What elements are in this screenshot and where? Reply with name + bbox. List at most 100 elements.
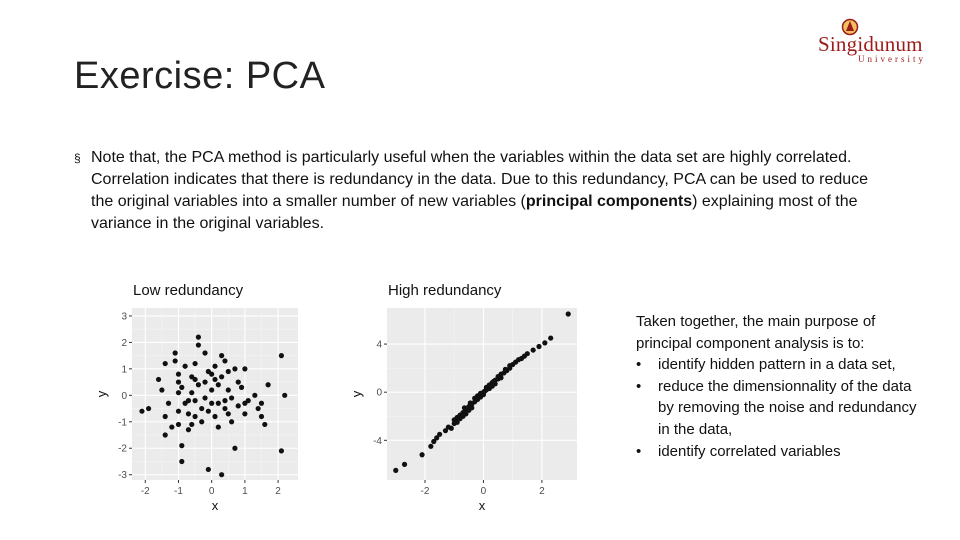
logo-name: Singidunum: [818, 32, 923, 56]
data-point: [219, 472, 225, 478]
data-point: [146, 405, 152, 412]
plot-panel: [132, 308, 298, 480]
x-tick-label: 0: [209, 486, 215, 497]
data-point: [215, 400, 221, 406]
data-point: [434, 435, 440, 441]
paragraph-bold-term: principal components: [525, 193, 693, 210]
x-tick-label: -1: [174, 486, 183, 497]
data-point: [229, 395, 235, 401]
x-tick-label: 0: [481, 486, 487, 497]
data-point: [502, 366, 508, 372]
summary-item-text: reduce the dimensionnality of the data b…: [658, 377, 917, 438]
data-point: [258, 413, 265, 420]
summary-list: • identify hidden pattern in a data set, …: [636, 354, 926, 462]
y-axis-label: y: [349, 390, 364, 397]
data-point: [219, 374, 225, 380]
data-point: [162, 432, 168, 438]
data-point: [222, 358, 228, 364]
data-point: [454, 419, 460, 425]
data-point: [448, 425, 454, 431]
data-point: [192, 413, 198, 420]
data-point: [282, 392, 288, 398]
y-tick-label: -2: [118, 444, 127, 455]
data-point: [565, 311, 571, 317]
data-point: [252, 392, 258, 398]
data-point: [536, 343, 542, 350]
data-point: [212, 363, 218, 369]
data-point: [225, 387, 231, 393]
data-point: [229, 419, 235, 425]
summary-item: • identify correlated variables: [636, 442, 841, 460]
plot-title-high: High redundancy: [388, 282, 502, 299]
data-point: [199, 419, 205, 425]
data-point: [169, 424, 175, 430]
data-point: [491, 378, 497, 384]
data-point: [278, 353, 284, 359]
y-tick-label: 0: [376, 388, 382, 399]
data-point: [179, 458, 185, 465]
x-tick-label: 1: [242, 486, 248, 497]
data-point: [175, 379, 182, 385]
data-point: [548, 335, 554, 341]
data-point: [185, 411, 192, 417]
data-point: [225, 411, 231, 417]
data-point: [192, 376, 198, 383]
data-point: [172, 350, 178, 356]
data-point: [212, 376, 218, 383]
data-point: [202, 395, 208, 401]
university-logo: Singidunum University: [818, 18, 936, 64]
data-point: [428, 443, 434, 449]
data-point: [165, 400, 172, 406]
logo-subtitle: University: [858, 54, 926, 64]
y-tick-label: -4: [373, 436, 382, 447]
data-point: [265, 382, 271, 388]
data-point: [202, 350, 208, 356]
data-point: [419, 452, 425, 458]
data-point: [431, 438, 437, 445]
summary-intro: Taken together, the main purpose of prin…: [636, 313, 876, 352]
data-point: [461, 405, 468, 411]
data-point: [192, 360, 198, 367]
low-redundancy-chart: -2 -1 0 1 2 -3 -2 -1 0 1 2 3 x y: [94, 308, 298, 510]
data-point: [179, 384, 185, 390]
x-tick-label: 2: [539, 486, 545, 497]
data-point: [162, 360, 168, 367]
data-point: [437, 431, 443, 437]
data-point: [530, 347, 536, 353]
data-point: [521, 353, 527, 359]
data-point: [139, 408, 145, 414]
data-point: [199, 405, 205, 412]
data-point: [498, 375, 504, 381]
data-point: [182, 363, 188, 369]
summary-item-text: identify hidden pattern in a data set,: [658, 356, 896, 374]
data-point: [235, 403, 241, 409]
data-point: [185, 398, 192, 404]
data-point: [189, 390, 195, 396]
intro-paragraph: § Note that, the PCA method is particula…: [74, 147, 894, 235]
high-redundancy-chart: -2 0 2 -4 0 4 x y: [349, 308, 577, 510]
data-point: [192, 398, 198, 404]
data-point: [205, 466, 211, 473]
data-point: [159, 387, 165, 393]
plot-title-low: Low redundancy: [133, 282, 244, 299]
data-point: [232, 445, 238, 451]
data-point: [482, 388, 488, 394]
data-point: [195, 382, 201, 388]
data-point: [245, 398, 251, 404]
y-tick-label: 1: [121, 364, 127, 375]
data-point: [242, 411, 248, 417]
data-point: [175, 390, 182, 396]
data-point: [189, 421, 195, 428]
data-point: [463, 411, 469, 417]
data-point: [467, 400, 473, 406]
data-point: [155, 376, 162, 383]
data-point: [215, 424, 221, 430]
summary-item: • identify hidden pattern in a data set,: [636, 356, 896, 374]
data-point: [215, 382, 221, 388]
y-tick-label: -1: [118, 417, 127, 428]
x-tick-label: -2: [421, 486, 430, 497]
y-tick-label: 2: [121, 338, 127, 349]
data-point: [172, 358, 178, 364]
data-point: [205, 408, 211, 414]
y-tick-label: 4: [376, 340, 382, 351]
